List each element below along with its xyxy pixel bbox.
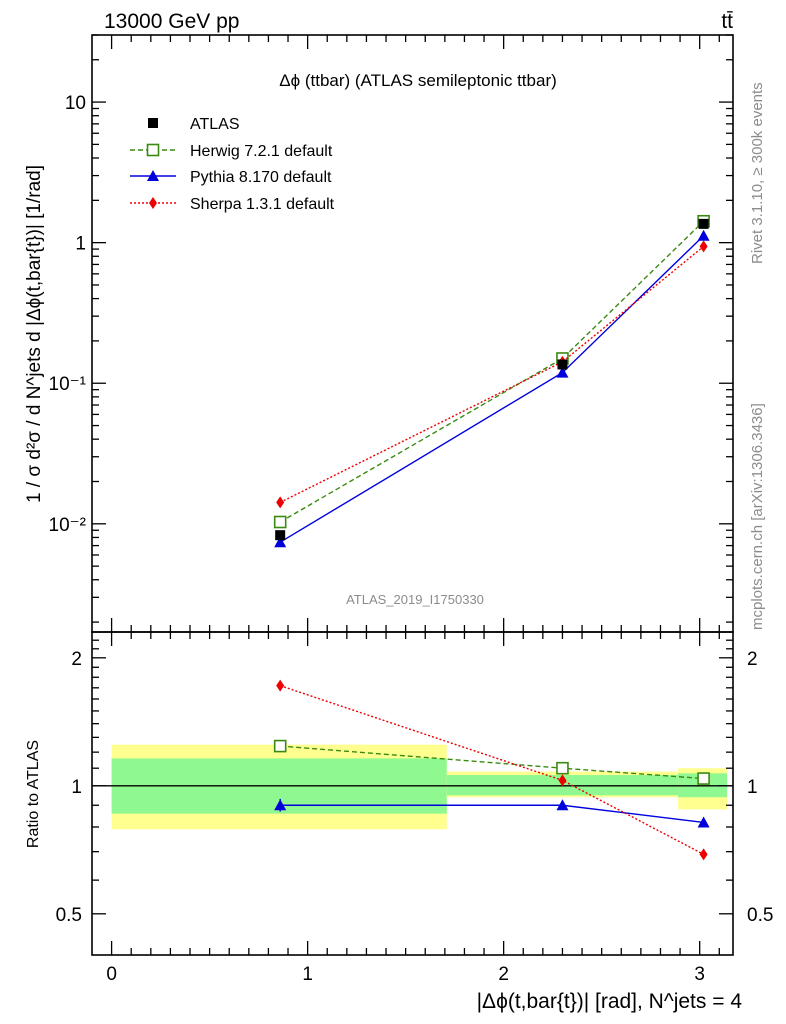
pythia-point-1	[556, 366, 569, 378]
ratio-y-axis-label: Ratio to ATLAS	[25, 740, 42, 848]
main-y-tick-label-2: 1	[75, 234, 86, 255]
pythia-ratio-point-2	[697, 816, 710, 828]
herwig-ratio-point-1	[556, 761, 569, 775]
sherpa-point-2	[699, 240, 708, 253]
legend-marker-pythia	[147, 170, 159, 181]
main-title: Δϕ (ttbar) (ATLAS semileptonic ttbar)	[279, 71, 557, 90]
main-panel: 10⁻² 10⁻¹ 1 10 Δϕ (ttbar) (ATLAS semilepton…	[24, 34, 734, 633]
atlas-point-0	[275, 530, 286, 541]
main-y-tick-label-1: 10⁻¹	[49, 374, 87, 395]
x-tick-label-2: 2	[498, 964, 509, 985]
sherpa-ratio-point-1	[558, 774, 567, 787]
herwig-point-0	[273, 515, 287, 529]
header-left: 13000 GeV pp	[104, 10, 239, 33]
herwig-ratio-point-2	[697, 772, 710, 785]
sherpa-point-0	[276, 496, 285, 509]
legend-label-pythia: Pythia 8.170 default	[190, 169, 332, 186]
sherpa-ratio-point-2	[699, 848, 708, 861]
legend: ATLAS Herwig 7.2.1 default Pythia 8.170 de…	[130, 116, 335, 213]
main-frame	[91, 34, 734, 633]
ratio-y-tick-label-right-1: 1	[747, 777, 758, 798]
legend-marker-herwig	[146, 143, 160, 157]
pythia-line	[279, 235, 705, 543]
watermark: ATLAS_2019_I1750330	[346, 592, 484, 607]
ratio-y-tick-label-2: 2	[71, 649, 82, 670]
main-series-layer	[273, 214, 710, 548]
herwig-line	[279, 220, 705, 523]
ratio-series-layer	[273, 679, 710, 861]
legend-marker-atlas	[148, 118, 158, 128]
main-y-tick-label-0: 10⁻²	[49, 515, 87, 536]
legend-label-atlas: ATLAS	[190, 116, 240, 133]
x-tick-label-3: 3	[694, 964, 705, 985]
x-tick-label-1: 1	[302, 964, 313, 985]
main-x-ticks	[110, 35, 720, 632]
herwig-ratio-point-0	[273, 739, 287, 753]
legend-marker-sherpa	[149, 197, 157, 209]
atlas-point-2	[698, 218, 709, 229]
rivet-label: Rivet 3.1.10, ≥ 300k events	[749, 82, 766, 264]
sherpa-line	[279, 245, 705, 504]
main-y-tick-label-3: 10	[65, 93, 86, 114]
ratio-panel: 0.5 0.5 1 1 2 2 Ratio to ATLAS	[25, 631, 773, 956]
atlas-point-1	[557, 359, 568, 370]
ratio-y-ticks: 0.5 0.5 1 1 2 2	[56, 639, 773, 926]
pythia-point-0	[274, 536, 287, 548]
sherpa-ratio-point-0	[276, 679, 285, 692]
x-axis-label: |Δϕ(t,bar{t})| [rad], N^jets = 4	[477, 990, 743, 1013]
ratio-y-tick-label-1: 1	[71, 777, 82, 798]
ratio-frame	[91, 631, 734, 956]
ratio-y-tick-label-right-2: 2	[747, 649, 758, 670]
header-right: tt̄	[721, 10, 733, 33]
mcplots-label: mcplots.cern.ch [arXiv:1306.3436]	[749, 403, 766, 630]
legend-label-sherpa: Sherpa 1.3.1 default	[190, 196, 335, 213]
pythia-ratio-point-1	[556, 799, 569, 811]
ratio-y-tick-label-0: 0.5	[56, 905, 82, 926]
main-y-axis-label: 1 / σ d²σ / d N^jets d |Δϕ(t,bar{t})| [1…	[24, 165, 45, 503]
x-tick-labels: 0 1 2 3	[106, 964, 705, 985]
ratio-y-tick-label-right-0: 0.5	[747, 905, 773, 926]
main-y-ticks: 10⁻² 10⁻¹ 1 10	[49, 34, 733, 623]
ratio-x-ticks	[110, 632, 720, 955]
pythia-point-2	[697, 229, 710, 241]
x-tick-label-0: 0	[106, 964, 117, 985]
legend-label-herwig: Herwig 7.2.1 default	[190, 143, 333, 160]
